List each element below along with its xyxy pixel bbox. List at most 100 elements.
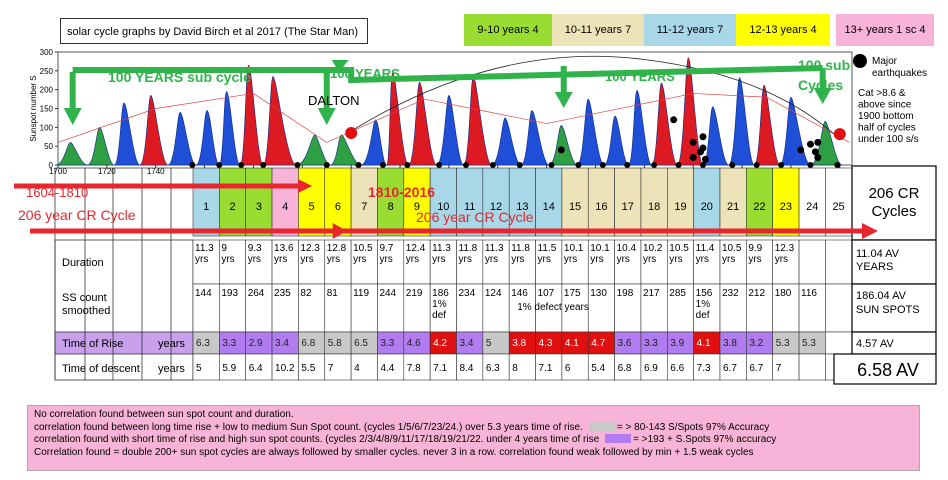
duration-value: 10.1 (590, 243, 610, 254)
purple-key-swatch (605, 434, 632, 444)
duration-value: yrs (327, 254, 340, 265)
cycle-number: 24 (806, 201, 818, 213)
cr-arrow-head-left (298, 179, 312, 193)
duration-value: 11.8 (511, 243, 530, 254)
duration-value: yrs (485, 254, 498, 265)
duration-value: 11.8 (459, 243, 478, 254)
cycle-header-cell (482, 167, 510, 237)
rise-value: 4.7 (591, 338, 605, 349)
descent-value: 4.4 (380, 363, 394, 374)
duration-cell (614, 239, 642, 285)
legend-13-plus-years: 13+ years 1 sc 4 (836, 14, 934, 46)
avg-count-box (851, 283, 937, 333)
duration-value: yrs (696, 254, 709, 265)
avg-cycles-text: 206 CR (869, 185, 920, 202)
cycle-number: 9 (414, 201, 420, 213)
rise-value: 4.6 (407, 338, 421, 349)
descent-value: 6.4 (249, 363, 263, 374)
earthquake-dot (557, 146, 565, 154)
row-label-ss-count: smoothed (62, 305, 110, 317)
descent-value: 10.2 (275, 363, 295, 374)
duration-value: 10.5 (722, 243, 742, 254)
quake-note-line: half of cycles (858, 123, 916, 134)
descent-value: 5.9 (222, 363, 236, 374)
note-line-3-text: correlation found with short time of ris… (34, 434, 600, 446)
y-tick-label: 0 (49, 161, 54, 170)
minimum-dot (548, 162, 555, 168)
cycle-header-cell (693, 167, 721, 237)
cycle-number: 5 (309, 201, 315, 213)
cycle-header-cell (772, 167, 800, 237)
avg-count-text: 186.04 AV (856, 290, 907, 302)
cycle-header-cell (508, 167, 536, 237)
cycle-number: 7 (361, 201, 367, 213)
duration-value: 11.4 (696, 243, 715, 254)
duration-value: yrs (748, 254, 761, 265)
rise-value: 4.2 (433, 338, 447, 349)
rise-value: 3.4 (460, 338, 474, 349)
rise-value: 3.2 (749, 338, 763, 349)
y-tick-label: 50 (44, 142, 53, 151)
earthquake-dot (797, 146, 805, 154)
cycle-hump (408, 81, 437, 166)
count-cell (456, 283, 484, 333)
count-cell (508, 283, 536, 333)
gray-key-swatch (588, 421, 615, 431)
minimum-dot (379, 162, 386, 168)
count-value: 1% (432, 299, 447, 310)
descent-value: 6.7 (749, 363, 763, 374)
descent-cell (219, 353, 247, 381)
label-dalton: DALTON (308, 93, 360, 108)
x-tick-label: 1740 (147, 167, 165, 176)
label-100-years-2: 100 YEARS (605, 69, 675, 84)
note-line-2: correlation found between long time rise… (34, 421, 913, 435)
descent-value: 7 (776, 363, 782, 374)
green-arrow-head-3 (554, 92, 573, 108)
row-label-rise-unit: years (158, 338, 185, 350)
rise-value: 3.3 (644, 338, 658, 349)
rise-value: 6.5 (354, 338, 368, 349)
minimum-dot (834, 162, 841, 168)
count-cell (614, 283, 642, 333)
cycle-number: 6 (335, 201, 341, 213)
descent-value: 7 (328, 363, 334, 374)
y-tick-label: 150 (40, 105, 54, 114)
cycle-number: 13 (516, 201, 528, 213)
earthquake-dot (814, 138, 822, 146)
duration-value: 9.3 (248, 243, 262, 254)
legend-9-10-years: 9-10 years 4 (464, 14, 552, 46)
cycle-header-cell (798, 167, 826, 237)
count-value: 82 (300, 288, 312, 299)
rise-value: 6.3 (196, 338, 210, 349)
cycle-number: 17 (622, 201, 634, 213)
cycle-header-cell (245, 167, 273, 237)
green-century-line (72, 65, 823, 84)
rise-value: 5.8 (328, 338, 342, 349)
cycle-number: 25 (832, 201, 844, 213)
duration-value: 13.6 (274, 243, 294, 254)
count-cell (561, 283, 589, 333)
duration-value: yrs (248, 254, 261, 265)
duration-cell (403, 239, 431, 285)
trend-line (57, 93, 850, 143)
count-value: 244 (379, 288, 396, 299)
cycle-hump (360, 119, 387, 166)
rise-value: 2.9 (249, 338, 263, 349)
earthquake-dot (814, 153, 822, 161)
cycle-header-cell (561, 167, 589, 237)
cycle-hump (113, 102, 141, 166)
duration-cell (377, 239, 405, 285)
cycle-header-cell (219, 167, 247, 237)
minimum-dot (807, 162, 814, 168)
descent-cell (192, 353, 220, 381)
cycle-hump (139, 95, 169, 166)
duration-value: yrs (353, 254, 366, 265)
row-label-column (54, 239, 194, 381)
duration-value: yrs (643, 254, 656, 265)
cycle-header-cell (587, 167, 615, 237)
cycle-header-cell (746, 167, 773, 237)
row-label-duration: Duration (62, 257, 104, 269)
count-value: 116 (801, 288, 817, 299)
duration-value: yrs (590, 254, 603, 265)
descent-cell (798, 353, 826, 381)
